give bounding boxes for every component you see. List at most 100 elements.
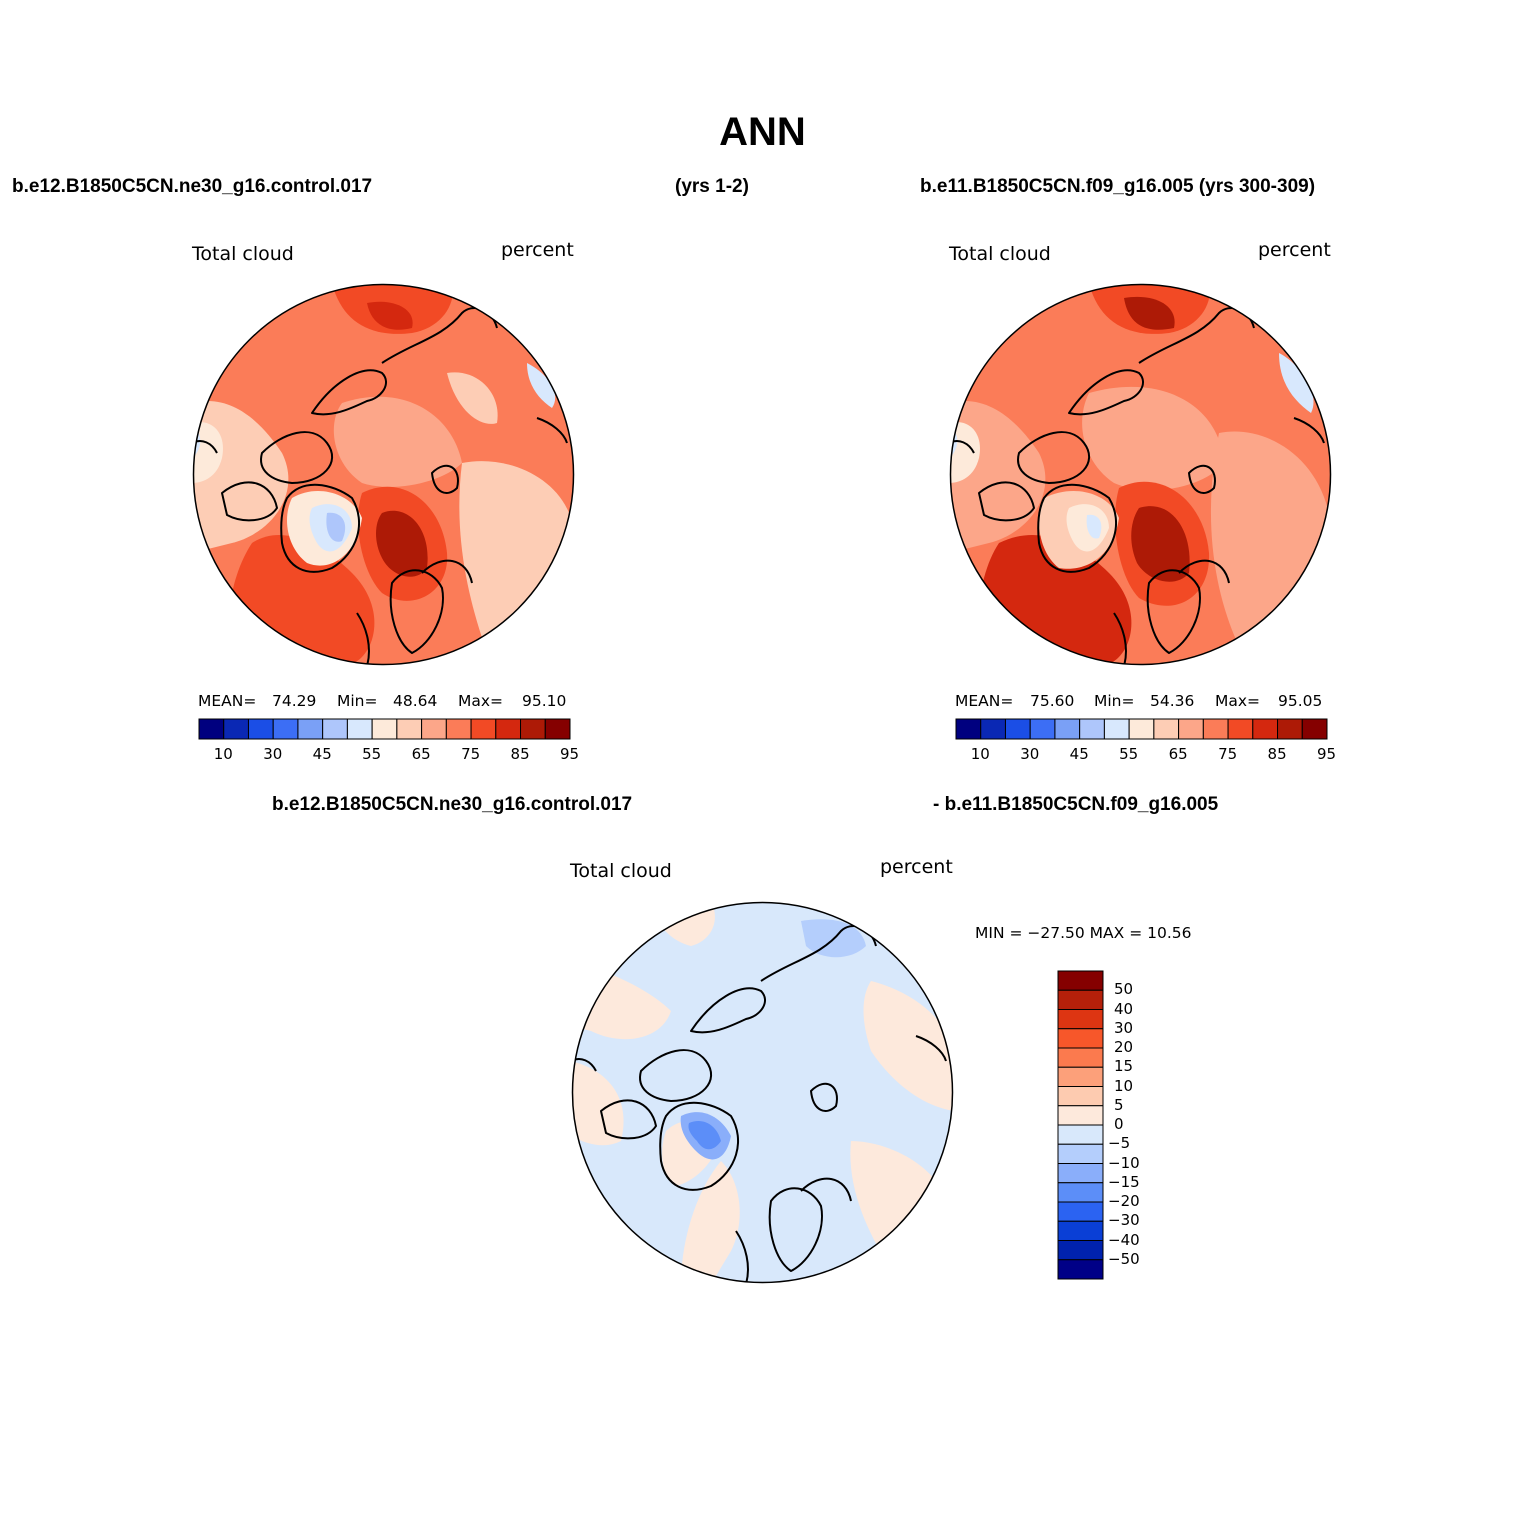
colorbar-tick-label: 30	[263, 745, 283, 763]
units-label-top-left: percent	[501, 239, 574, 261]
contour-region	[1131, 506, 1190, 582]
colorbar-tick-label: 30	[1114, 1018, 1134, 1037]
contour-region	[1082, 386, 1224, 491]
colorbar-swatch	[955, 718, 982, 740]
stats-mean-label-top-left: MEAN=	[198, 692, 257, 710]
contour-region	[447, 372, 498, 424]
colorbar-ticks-top-left: 10 30 45 55 65 75 85 95	[199, 745, 579, 765]
colorbar-swatch	[1057, 1028, 1104, 1049]
stats-max-label-top-left: Max=	[458, 692, 504, 710]
colorbar-tick-label: 30	[1020, 745, 1040, 763]
contour-region	[333, 396, 462, 487]
colorbar-swatch	[1029, 718, 1056, 740]
colorbar-swatch	[980, 718, 1006, 740]
colorbar-swatch	[1153, 718, 1180, 740]
stats-max-label-top-right: Max=	[1215, 692, 1261, 710]
colorbar-swatch	[198, 718, 225, 740]
colorbar-top-left	[198, 718, 571, 740]
colorbar-swatch	[371, 718, 398, 740]
colorbar-tick-label: 40	[1114, 999, 1134, 1018]
colorbar-tick-label: 45	[312, 745, 332, 763]
colorbar-swatch	[544, 718, 571, 740]
contour-region	[527, 363, 556, 408]
colorbar-tick-label: 20	[1114, 1038, 1134, 1056]
case-name-top-left: b.e12.B1850C5CN.ne30_g16.control.017	[12, 176, 373, 197]
contour-region	[1086, 514, 1102, 539]
colorbar-swatch	[1057, 1047, 1104, 1068]
colorbar-tick-label: −10	[1108, 1153, 1140, 1172]
colorbar-swatch	[223, 718, 249, 740]
colorbar-tick-label: −40	[1108, 1230, 1140, 1249]
colorbar-swatch	[272, 718, 299, 740]
colorbar-swatch	[1057, 1086, 1104, 1107]
stats-min-top-right: 54.36	[1150, 692, 1195, 710]
field-label-top-right: Total cloud	[949, 243, 1051, 265]
colorbar-swatch	[1202, 718, 1229, 740]
coastlines	[572, 925, 947, 1283]
contour-region	[326, 512, 346, 542]
colorbar-swatch	[1178, 718, 1204, 740]
colorbar-swatch	[1057, 1182, 1104, 1203]
contour-region	[1279, 353, 1314, 413]
colorbar-swatch	[1227, 718, 1254, 740]
colorbar-swatch	[1103, 718, 1130, 740]
colorbar-swatch	[1057, 1163, 1104, 1184]
stats-mean-top-right: 75.60	[1030, 692, 1075, 710]
colorbar-swatch	[1057, 970, 1104, 991]
colorbar-swatch	[1128, 718, 1155, 740]
colorbar-tick-label: 55	[1119, 745, 1139, 763]
diff-case-right: - b.e11.B1850C5CN.f09_g16.005	[933, 794, 1219, 815]
colorbar-tick-label: 50	[1114, 980, 1134, 999]
colorbar-tick-label: 5	[1114, 1095, 1124, 1114]
colorbar-swatch	[322, 718, 348, 740]
contour-region	[863, 981, 953, 1111]
units-label-diff: percent	[880, 856, 953, 878]
colorbar-swatch	[1057, 1220, 1104, 1241]
colorbar-tick-label: 10	[1114, 1076, 1134, 1095]
colorbar-tick-label: −15	[1108, 1172, 1140, 1191]
colorbar-difference	[1057, 970, 1104, 1280]
field-label-diff: Total cloud	[570, 860, 672, 882]
map-top-right	[949, 283, 1332, 666]
colorbar-tick-label: 65	[411, 745, 431, 763]
colorbar-swatch	[1057, 1124, 1104, 1145]
colorbar-tick-label: 45	[1069, 745, 1089, 763]
main-title: ANN	[719, 110, 806, 154]
colorbar-swatch	[247, 718, 274, 740]
diff-min-max: MIN = −27.50 MAX = 10.56	[975, 924, 1192, 942]
colorbar-swatch	[445, 718, 472, 740]
colorbar-swatch	[1057, 1143, 1104, 1164]
stats-mean-top-left: 74.29	[272, 692, 317, 710]
colorbar-tick-label: 85	[510, 745, 530, 763]
colorbar-tick-label: 95	[1317, 745, 1337, 763]
stats-max-top-right: 95.05	[1278, 692, 1323, 710]
contour-region	[572, 1061, 624, 1146]
colorbar-swatch	[396, 718, 423, 740]
colorbar-swatch	[421, 718, 447, 740]
colorbar-swatch	[1079, 718, 1105, 740]
colorbar-swatch	[1054, 718, 1081, 740]
colorbar-top-right	[955, 718, 1328, 740]
colorbar-tick-label: 10	[970, 745, 990, 763]
colorbar-swatch	[346, 718, 373, 740]
colorbar-ticks-top-right: 10 30 45 55 65 75 85 95	[956, 745, 1336, 765]
contour-region	[376, 510, 428, 577]
contour-region	[1124, 296, 1175, 330]
contour-region	[367, 301, 413, 330]
stats-min-top-left: 48.64	[393, 692, 438, 710]
colorbar-tick-label: 65	[1168, 745, 1188, 763]
stats-mean-label-top-right: MEAN=	[955, 692, 1014, 710]
stats-max-top-left: 95.10	[522, 692, 567, 710]
colorbar-swatch	[1301, 718, 1328, 740]
contour-region	[681, 1161, 740, 1283]
colorbar-tick-label: 75	[461, 745, 481, 763]
coastlines	[193, 307, 568, 665]
stats-min-label-top-left: Min=	[337, 692, 378, 710]
colorbar-swatch	[470, 718, 497, 740]
colorbar-tick-label: 10	[213, 745, 233, 763]
colorbar-tick-label: −30	[1108, 1211, 1140, 1230]
units-label-top-right: percent	[1258, 239, 1331, 261]
map-difference	[571, 901, 954, 1284]
colorbar-tick-label: 85	[1267, 745, 1287, 763]
